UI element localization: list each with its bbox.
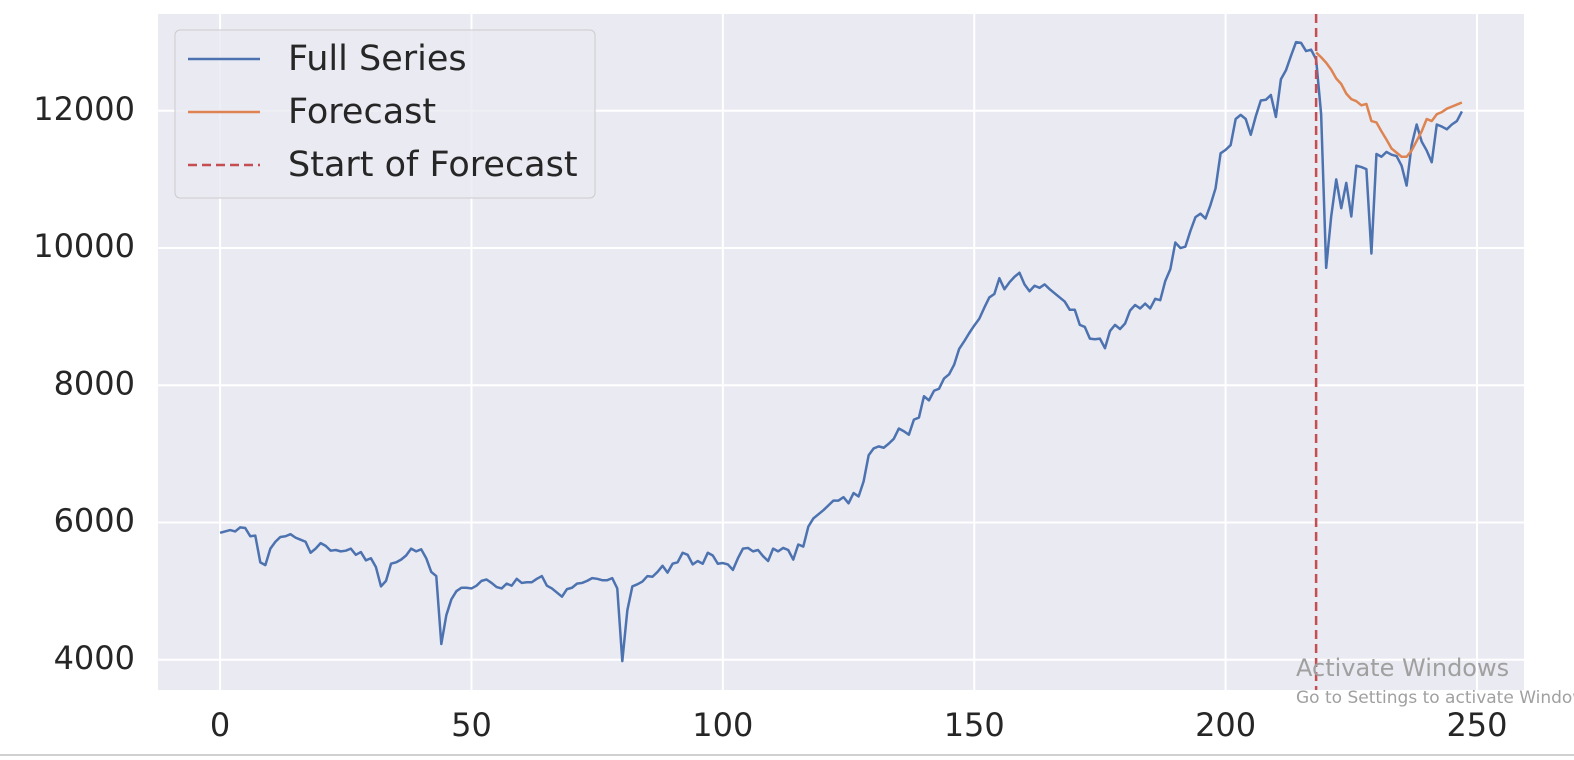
legend: Full Series Forecast Start of Forecast xyxy=(174,29,596,199)
grid xyxy=(158,14,1524,690)
watermark-title: Activate Windows xyxy=(1296,654,1509,682)
x-tick-label: 0 xyxy=(210,706,230,744)
legend-box xyxy=(174,29,596,199)
y-tick-label: 12000 xyxy=(33,90,135,128)
legend-label: Forecast xyxy=(288,92,436,132)
watermark-subtitle: Go to Settings to activate Windows xyxy=(1296,688,1574,708)
x-tick-label: 50 xyxy=(451,706,492,744)
line-series xyxy=(219,40,1464,663)
line-series xyxy=(1315,51,1463,158)
x-tick-label: 100 xyxy=(692,706,753,744)
window-border xyxy=(0,754,1574,756)
y-tick-label: 4000 xyxy=(54,639,135,677)
legend-label: Full Series xyxy=(288,39,467,79)
y-tick-label: 8000 xyxy=(54,364,135,402)
legend-label: Start of Forecast xyxy=(288,145,578,185)
x-tick-label: 250 xyxy=(1446,706,1507,744)
marks xyxy=(219,14,1464,690)
x-tick-label: 200 xyxy=(1195,706,1256,744)
y-tick-label: 6000 xyxy=(54,502,135,540)
y-tick-label: 10000 xyxy=(33,227,135,265)
x-tick-label: 150 xyxy=(944,706,1005,744)
